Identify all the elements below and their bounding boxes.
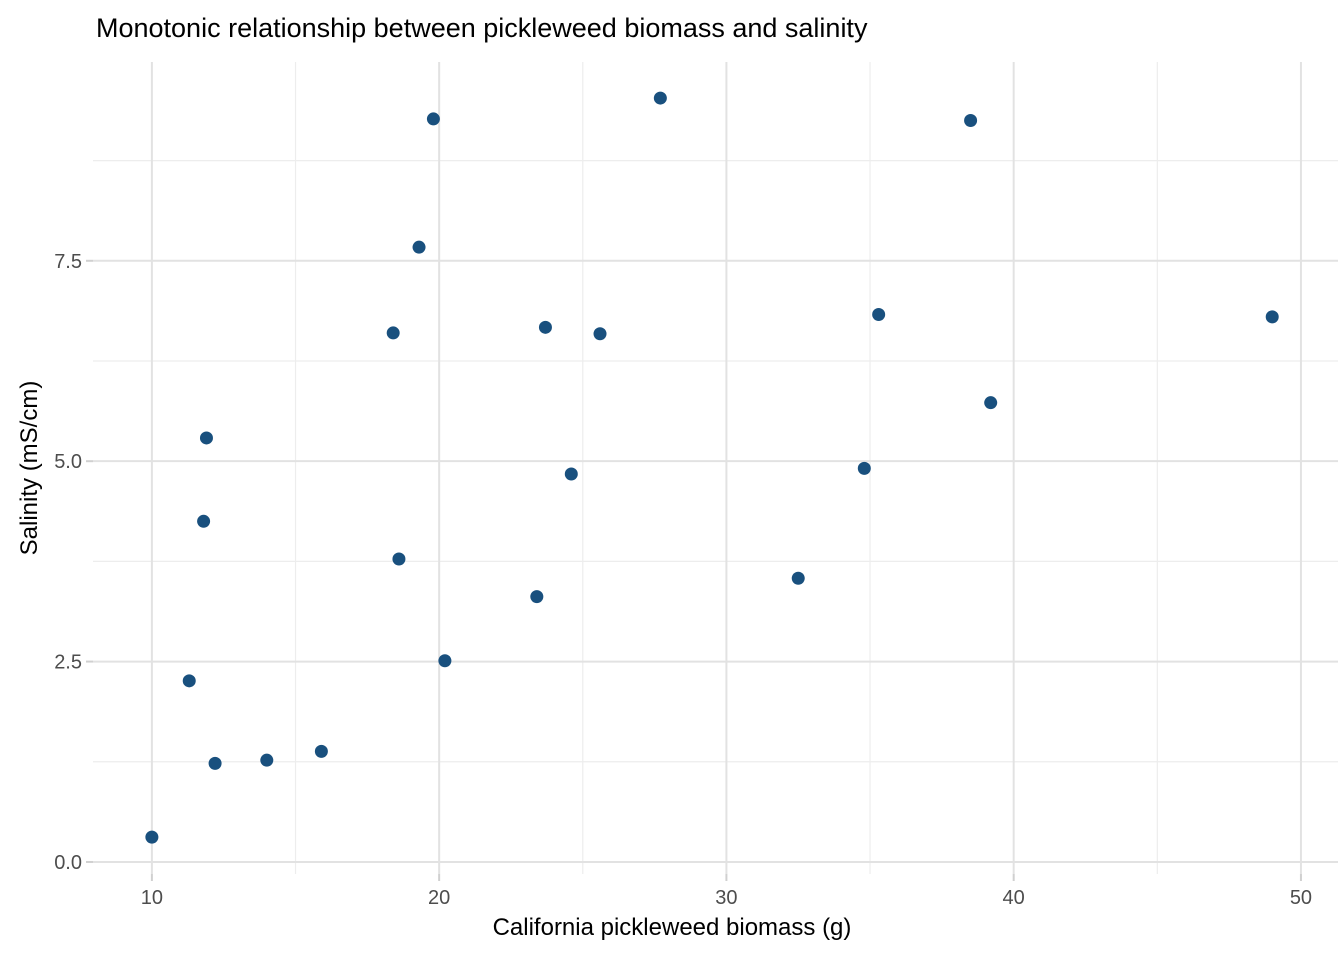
- x-axis-tick-label: 20: [428, 887, 450, 909]
- data-point: [392, 552, 406, 566]
- y-axis-tick-label: 7.5: [54, 251, 82, 273]
- y-axis-tick-label: 0.0: [54, 852, 82, 874]
- data-point: [386, 326, 400, 340]
- data-point: [791, 571, 805, 585]
- x-axis-tick-label: 10: [141, 887, 163, 909]
- data-point: [593, 327, 607, 341]
- y-axis-title: Salinity (mS/cm): [16, 380, 43, 556]
- data-point: [653, 91, 667, 105]
- data-point: [1265, 310, 1279, 324]
- x-axis-tick-label: 30: [715, 887, 737, 909]
- data-point: [872, 307, 886, 321]
- data-point: [857, 461, 871, 475]
- x-axis-title: California pickleweed biomass (g): [492, 914, 852, 941]
- data-point: [426, 112, 440, 126]
- data-point: [199, 431, 213, 445]
- data-point: [412, 240, 426, 254]
- data-point: [260, 753, 274, 767]
- x-axis-tick-label: 50: [1290, 887, 1312, 909]
- data-point: [197, 514, 211, 528]
- y-axis-tick-label: 5.0: [54, 451, 82, 473]
- data-point: [530, 590, 544, 604]
- data-point: [564, 467, 578, 481]
- data-point: [208, 756, 222, 770]
- data-point: [964, 114, 978, 128]
- x-axis-tick-label: 40: [1003, 887, 1025, 909]
- data-point: [438, 654, 452, 668]
- y-axis-tick-label: 2.5: [54, 652, 82, 674]
- data-point: [145, 830, 159, 844]
- chart-title: Monotonic relationship between picklewee…: [96, 13, 868, 43]
- data-point: [538, 320, 552, 334]
- data-point: [182, 674, 196, 688]
- data-point: [314, 744, 328, 758]
- data-point: [984, 396, 998, 410]
